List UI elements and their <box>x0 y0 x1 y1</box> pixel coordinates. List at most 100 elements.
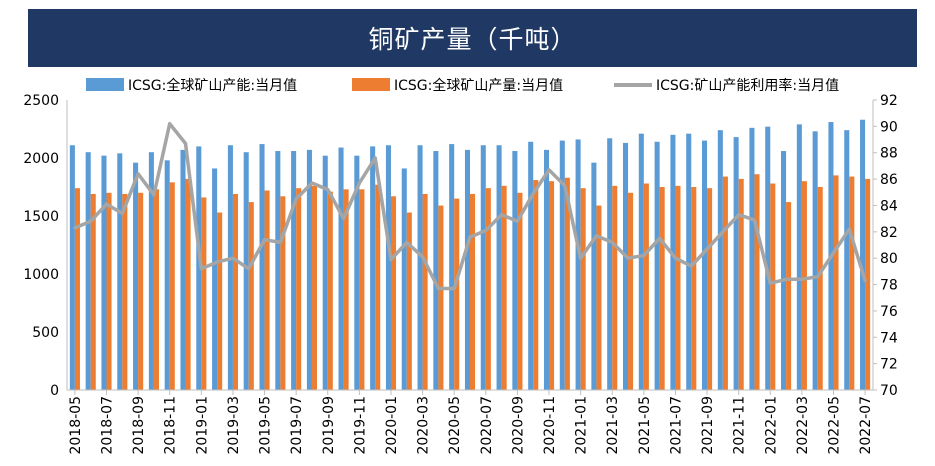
capacity-bar <box>370 146 376 390</box>
output-bar <box>138 192 144 390</box>
capacity-bar <box>164 160 170 390</box>
legend-swatch-capacity <box>86 78 124 91</box>
output-bar <box>501 185 507 390</box>
output-bar <box>232 193 238 390</box>
capacity-bar <box>749 127 755 390</box>
y-right-tick-label: 72 <box>880 357 898 373</box>
y-right-tick-label: 88 <box>880 146 898 162</box>
output-bar <box>549 181 555 390</box>
output-bar <box>201 197 207 390</box>
capacity-bar <box>686 133 692 390</box>
capacity-bar <box>148 152 154 390</box>
y-left-tick-label: 1500 <box>23 209 59 225</box>
output-bar <box>359 189 365 390</box>
capacity-bar <box>638 133 644 390</box>
output-bar <box>833 175 839 390</box>
output-bar <box>817 187 823 390</box>
output-bar <box>390 196 397 390</box>
output-bar <box>248 202 254 390</box>
capacity-bar <box>243 152 249 390</box>
output-bar <box>264 190 270 390</box>
output-bars <box>74 174 871 390</box>
x-tick-label: 2020-07 <box>479 396 495 455</box>
output-bar <box>217 212 223 390</box>
y-right-tick-label: 76 <box>880 304 898 320</box>
output-bar <box>74 188 80 390</box>
x-tick-label: 2020-09 <box>510 396 526 455</box>
output-bar <box>296 188 302 390</box>
y-right-tick-label: 74 <box>880 330 898 346</box>
utilization-line-group <box>73 121 867 291</box>
x-tick-label: 2021-01 <box>574 396 590 455</box>
capacity-bar <box>765 126 771 391</box>
output-bar <box>485 188 491 390</box>
capacity-bar <box>101 155 107 390</box>
capacity-bar <box>702 140 708 390</box>
x-tick-label: 2019-07 <box>289 396 305 455</box>
axes: 0 500 1000 1500 2000 2500 70 72 74 76 78 80 82 84 86 88… <box>23 93 898 455</box>
y-right-tick-label: 70 <box>880 383 898 399</box>
capacity-bar <box>781 151 787 390</box>
capacity-bar <box>338 147 344 390</box>
x-tick-label: 2021-09 <box>700 396 716 455</box>
capacity-bar <box>670 134 676 390</box>
output-bar <box>786 202 792 390</box>
output-bar <box>707 188 713 390</box>
capacity-bar <box>227 145 233 390</box>
output-bar <box>754 174 760 390</box>
capacity-bar <box>291 151 297 390</box>
x-tick-label: 2019-01 <box>194 396 210 455</box>
capacity-bar <box>354 155 360 390</box>
x-tick-label: 2018-07 <box>100 396 116 455</box>
y-left-tick-label: 500 <box>32 325 59 341</box>
capacity-bar <box>622 142 629 390</box>
y-right-tick-label: 78 <box>880 278 898 294</box>
capacity-bar <box>844 130 850 390</box>
capacity-bar <box>528 141 534 390</box>
output-bar <box>865 178 871 390</box>
capacity-bar <box>796 124 802 391</box>
capacity-bar <box>512 151 518 390</box>
chart-title: 铜矿产量（千吨） <box>28 9 917 67</box>
output-bar <box>280 196 286 390</box>
output-bar <box>580 188 586 390</box>
capacity-bar <box>385 145 391 390</box>
capacity-bar <box>117 153 123 390</box>
output-bar <box>438 205 444 390</box>
output-bar <box>106 192 112 390</box>
output-bar <box>564 177 570 390</box>
x-tick-label: 2020-11 <box>542 396 558 455</box>
y-right-tick-label: 86 <box>880 172 898 188</box>
y-left-tick-label: 1000 <box>23 267 59 283</box>
x-tick-label: 2019-05 <box>258 396 274 455</box>
capacity-bar <box>133 162 139 390</box>
x-tick-label: 2021-05 <box>637 396 653 455</box>
output-bar <box>90 193 96 390</box>
output-bar <box>770 183 776 390</box>
capacity-bar <box>259 144 265 390</box>
y-left-tick-label: 2500 <box>23 93 59 109</box>
output-bar <box>533 180 539 390</box>
x-tick-label: 2021-03 <box>605 396 621 455</box>
x-tick-label: 2018-11 <box>163 396 179 455</box>
legend: ICSG:全球矿山产能:当月值 ICSG:全球矿山产量:当月值 ICSG:矿山产能利… <box>86 77 839 94</box>
capacity-bar <box>812 131 818 390</box>
legend-swatch-output <box>352 78 390 91</box>
output-bar <box>153 189 159 390</box>
y-right-tick-label: 90 <box>880 119 898 135</box>
output-bar <box>517 192 523 390</box>
capacity-bar <box>496 145 502 390</box>
legend-label-utilization: ICSG:矿山产能利用率:当月值 <box>656 77 839 94</box>
output-bar <box>422 193 428 390</box>
capacity-bars <box>69 119 866 391</box>
capacity-bar <box>417 145 423 390</box>
capacity-bar <box>559 140 565 390</box>
y-right-tick-label: 80 <box>880 251 898 267</box>
capacity-bar <box>180 149 186 390</box>
capacity-bar <box>717 130 723 390</box>
capacity-bar <box>449 144 455 390</box>
capacity-bar <box>654 141 660 390</box>
capacity-bar <box>433 151 439 390</box>
legend-label-output: ICSG:全球矿山产量:当月值 <box>394 77 563 94</box>
